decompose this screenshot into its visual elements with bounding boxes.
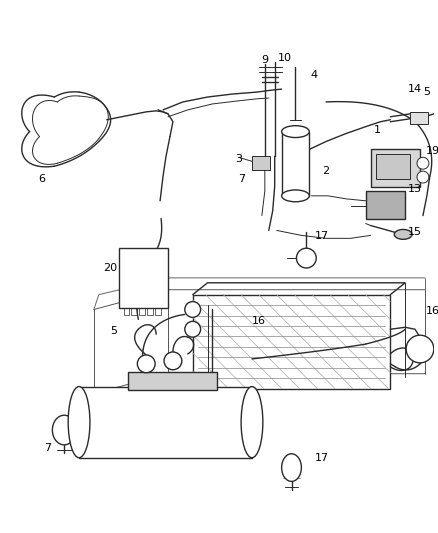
Text: 5: 5 xyxy=(110,326,117,336)
Bar xyxy=(79,386,251,458)
Bar xyxy=(374,155,409,179)
Text: 9: 9 xyxy=(261,55,268,66)
Ellipse shape xyxy=(281,126,309,138)
Text: 15: 15 xyxy=(407,228,421,237)
Text: 17: 17 xyxy=(314,453,328,463)
Circle shape xyxy=(164,352,181,370)
Bar xyxy=(147,308,153,316)
Bar xyxy=(370,149,419,187)
Text: 10: 10 xyxy=(277,53,291,63)
Text: 5: 5 xyxy=(422,87,429,97)
Text: 1: 1 xyxy=(373,125,380,135)
Text: 20: 20 xyxy=(103,263,117,273)
Circle shape xyxy=(137,355,155,373)
Circle shape xyxy=(296,248,315,268)
Text: 7: 7 xyxy=(238,174,245,184)
Ellipse shape xyxy=(52,415,76,445)
Text: 7: 7 xyxy=(44,443,51,453)
Text: 6: 6 xyxy=(38,174,45,184)
Bar xyxy=(409,112,427,124)
Text: 19: 19 xyxy=(425,147,438,156)
Bar xyxy=(118,248,168,308)
Ellipse shape xyxy=(240,386,262,458)
Bar xyxy=(192,295,389,389)
Text: 16: 16 xyxy=(251,317,265,326)
Circle shape xyxy=(184,302,200,317)
Ellipse shape xyxy=(281,454,301,481)
Text: 2: 2 xyxy=(322,166,329,176)
Text: 14: 14 xyxy=(407,84,421,94)
Bar xyxy=(251,156,269,170)
Circle shape xyxy=(405,335,433,363)
Ellipse shape xyxy=(393,229,411,239)
Circle shape xyxy=(184,321,200,337)
Bar xyxy=(123,308,129,316)
Text: 13: 13 xyxy=(407,184,421,194)
Circle shape xyxy=(416,171,428,183)
Ellipse shape xyxy=(68,386,90,458)
Circle shape xyxy=(416,157,428,169)
Ellipse shape xyxy=(281,190,309,202)
Text: 3: 3 xyxy=(235,154,242,164)
Bar xyxy=(281,132,309,196)
Bar xyxy=(139,308,145,316)
Text: 4: 4 xyxy=(310,70,317,80)
Bar xyxy=(155,308,161,316)
Bar xyxy=(128,372,217,390)
Text: 16: 16 xyxy=(425,306,438,317)
Bar xyxy=(131,308,137,316)
Text: 17: 17 xyxy=(314,231,328,241)
Bar xyxy=(365,191,404,219)
